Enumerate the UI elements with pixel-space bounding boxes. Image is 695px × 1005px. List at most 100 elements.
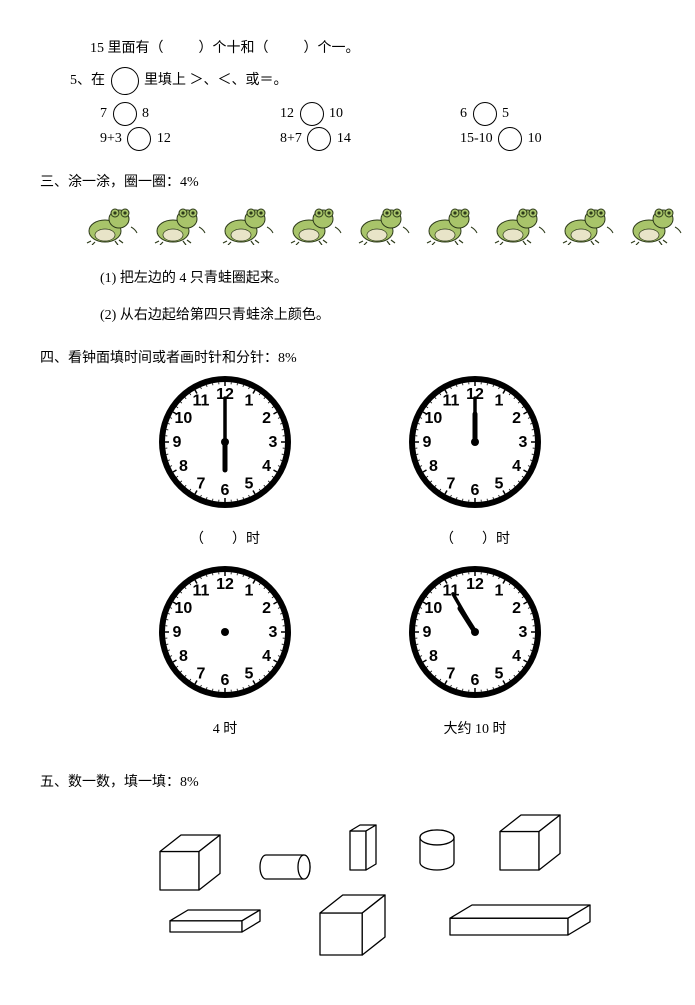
svg-text:3: 3 — [519, 434, 528, 451]
clock-label: （ ）时 — [350, 527, 600, 552]
svg-text:9: 9 — [423, 434, 432, 451]
q5-prompt: 5、在 里填上 ＞、＜、或＝。 — [40, 67, 655, 95]
svg-text:6: 6 — [471, 672, 480, 689]
svg-text:1: 1 — [245, 392, 254, 409]
svg-text:12: 12 — [216, 576, 234, 593]
q4-mid: ）个十和（ — [199, 41, 269, 56]
q5-r2-b: 12 — [157, 131, 171, 146]
q5-r1-d: 10 — [329, 106, 343, 121]
q5-r2-c: 8+7 — [280, 131, 302, 146]
svg-text:8: 8 — [179, 648, 188, 665]
q5-r2-e: 15-10 — [460, 131, 493, 146]
svg-text:3: 3 — [269, 624, 278, 641]
svg-text:5: 5 — [245, 665, 254, 682]
clock-cell: 123456789101112 大约 10 时 — [350, 562, 600, 742]
q5-label: 5、在 — [70, 73, 105, 88]
svg-text:11: 11 — [193, 392, 210, 409]
compare-circle[interactable] — [307, 127, 331, 151]
svg-text:1: 1 — [495, 582, 504, 599]
q5-r2-a: 9+3 — [100, 131, 122, 146]
compare-circle[interactable] — [498, 127, 522, 151]
section3-q2: (2) 从右边起给第四只青蛙涂上颜色。 — [40, 303, 655, 328]
svg-text:8: 8 — [429, 648, 438, 665]
q4-suffix: ）个一。 — [304, 41, 360, 56]
clock-label: （ ）时 — [100, 527, 350, 552]
svg-text:10: 10 — [425, 600, 443, 617]
compare-circle[interactable] — [113, 102, 137, 126]
clock-blank[interactable] — [454, 532, 482, 547]
section5-title: 五、数一数，填一填：8% — [40, 770, 655, 795]
svg-text:9: 9 — [173, 434, 182, 451]
clock-blank[interactable] — [204, 532, 232, 547]
svg-text:3: 3 — [519, 624, 528, 641]
svg-text:11: 11 — [193, 582, 210, 599]
q5-r1-a: 7 — [100, 106, 107, 121]
clock-cell: 123456789101112 4 时 — [100, 562, 350, 742]
svg-text:12: 12 — [466, 576, 484, 593]
svg-text:7: 7 — [197, 665, 206, 682]
q5-r1-e: 6 — [460, 106, 467, 121]
frog-icon — [561, 201, 615, 254]
q4-prefix: 15 里面有（ — [90, 41, 164, 56]
clock-face: 123456789101112 — [405, 562, 545, 702]
q4-blank1[interactable] — [167, 41, 195, 56]
q4-blank2[interactable] — [272, 41, 300, 56]
clock-cell: 123456789101112 （ ）时 — [100, 372, 350, 552]
clock-label: 大约 10 时 — [350, 717, 600, 742]
svg-text:10: 10 — [175, 410, 193, 427]
q5-r1-b: 8 — [142, 106, 149, 121]
q5-r1c3: 6 5 — [460, 101, 640, 126]
section3-q1: (1) 把左边的 4 只青蛙圈起来。 — [40, 266, 655, 291]
svg-text:5: 5 — [495, 665, 504, 682]
shapes-svg — [120, 805, 620, 965]
section4-title: 四、看钟面填时间或者画时针和分针：8% — [40, 346, 655, 371]
svg-text:10: 10 — [175, 600, 193, 617]
shapes-area — [40, 805, 655, 974]
svg-text:5: 5 — [495, 475, 504, 492]
frog-icon — [357, 201, 411, 254]
q5-r2-f: 10 — [528, 131, 542, 146]
svg-text:1: 1 — [245, 582, 254, 599]
compare-circle[interactable] — [473, 102, 497, 126]
svg-text:8: 8 — [429, 458, 438, 475]
svg-text:1: 1 — [495, 392, 504, 409]
frog-row — [40, 201, 655, 254]
q5-row1: 7 8 12 10 6 5 — [40, 101, 655, 126]
clock-label: 4 时 — [100, 717, 350, 742]
svg-text:4: 4 — [512, 458, 521, 475]
svg-text:4: 4 — [262, 648, 271, 665]
frog-icon — [289, 201, 343, 254]
clock-cell: 123456789101112 （ ）时 — [350, 372, 600, 552]
svg-text:4: 4 — [262, 458, 271, 475]
compare-circle[interactable] — [300, 102, 324, 126]
svg-text:8: 8 — [179, 458, 188, 475]
svg-text:2: 2 — [512, 410, 521, 427]
q5-r1c1: 7 8 — [100, 101, 280, 126]
svg-text:6: 6 — [471, 482, 480, 499]
q4-text: 15 里面有（ ）个十和（ ）个一。 — [40, 36, 655, 61]
clock-face: 123456789101112 — [155, 562, 295, 702]
svg-text:6: 6 — [221, 482, 230, 499]
section3-title: 三、涂一涂，圈一圈：4% — [40, 170, 655, 195]
svg-text:2: 2 — [262, 410, 271, 427]
svg-text:9: 9 — [423, 624, 432, 641]
svg-text:10: 10 — [425, 410, 443, 427]
q5-r1c2: 12 10 — [280, 101, 460, 126]
frog-icon — [425, 201, 479, 254]
svg-text:7: 7 — [447, 665, 456, 682]
frog-icon — [629, 201, 683, 254]
frog-icon — [221, 201, 275, 254]
svg-text:4: 4 — [512, 648, 521, 665]
compare-circle[interactable] — [127, 127, 151, 151]
svg-text:9: 9 — [173, 624, 182, 641]
svg-text:3: 3 — [269, 434, 278, 451]
svg-text:2: 2 — [512, 600, 521, 617]
clock-face: 123456789101112 — [405, 372, 545, 512]
svg-text:2: 2 — [262, 600, 271, 617]
q5-r2c2: 8+7 14 — [280, 126, 460, 151]
q5-tail: 里填上 ＞、＜、或＝。 — [144, 73, 288, 88]
q5-example-circle — [111, 67, 139, 95]
svg-text:6: 6 — [221, 672, 230, 689]
q5-r2-d: 14 — [337, 131, 351, 146]
svg-text:7: 7 — [447, 475, 456, 492]
